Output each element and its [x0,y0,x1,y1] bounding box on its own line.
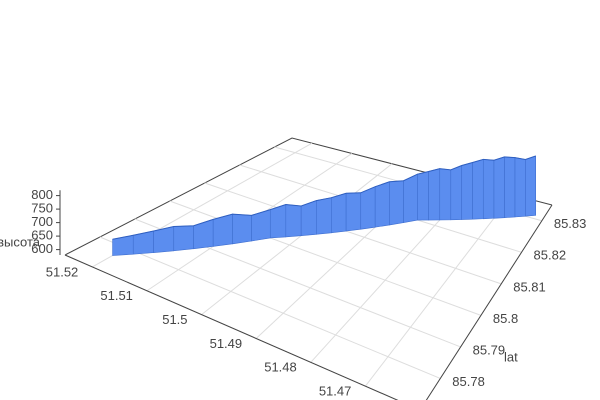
y-tick-label: 85.79 [473,342,506,357]
wall-segment [461,162,473,220]
wall-segment [514,157,526,218]
wall-segment [232,213,252,245]
grid-line [99,236,441,379]
grid-line [364,194,513,387]
z-tick-label: 600 [31,241,53,256]
wall-segment [360,186,376,230]
z-tick-label: 750 [31,201,53,216]
wall-segment [300,200,317,237]
x-tick-label: 51.48 [264,360,297,375]
z-axis-title: высота [0,234,41,249]
wall-segment [331,192,347,234]
x-tick-label: 51.47 [319,384,352,399]
wall-segment [269,204,287,239]
z-tick-label: 650 [31,228,53,243]
wall-segment [173,225,194,252]
y-tick-label: 85.81 [513,279,546,294]
wall-segment [193,218,214,250]
grid-line [64,254,399,400]
wall-segment [493,156,505,219]
x-tick-label: 51.5 [162,312,187,327]
z-tick-label: 700 [31,214,53,229]
wall-segment [504,156,516,218]
grid-line [201,163,393,316]
wall-segment [439,168,452,221]
y-tick-label: 85.82 [534,248,567,263]
wall-segment [482,159,495,220]
wall-segment [417,171,429,221]
wall-segment [374,181,390,228]
wall-segment [472,158,484,220]
x-tick-label: 51.49 [210,336,243,351]
axis-line [425,204,553,400]
y-tick-label: 85.83 [554,216,587,231]
axis-line [64,254,399,400]
y-tick-label: 85.78 [452,374,485,389]
x-tick-label: 51.52 [46,264,79,279]
wall-segment [428,168,441,221]
wall-segment [316,197,332,235]
wall-segment [285,204,302,238]
ribbon-top [112,155,536,240]
wall-segment [389,180,404,226]
grid-line [204,182,502,285]
x-tick-label: 51.51 [100,288,133,303]
wall-segment [403,173,418,223]
z-tick-label: 800 [31,187,53,202]
wall-segment [450,165,463,221]
y-axis-title: lat [504,349,518,364]
y-tick-label: 85.8 [493,311,518,326]
wall-segment [345,192,362,232]
wall-segment [525,155,536,217]
